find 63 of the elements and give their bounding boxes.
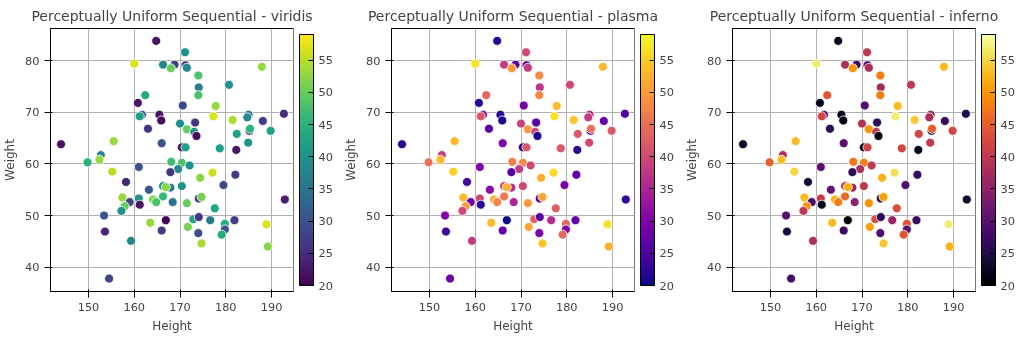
y-tick-label: 60 — [707, 156, 722, 171]
x-tick-label: 180 — [214, 299, 237, 314]
color-bar-label: 35 — [659, 181, 674, 196]
y-tick-label: 50 — [707, 208, 722, 223]
color-bar-label: 25 — [318, 246, 333, 261]
color-bar-label: 25 — [1000, 246, 1015, 261]
x-tick-label: 190 — [942, 299, 965, 314]
y-tick-label: 40 — [25, 260, 40, 275]
color-bar-label: 50 — [318, 85, 333, 100]
x-tick-label: 160 — [464, 299, 487, 314]
color-bar-label: 55 — [318, 53, 333, 68]
color-bar-label: 20 — [318, 278, 333, 293]
color-bar-label: 40 — [1000, 149, 1015, 164]
x-tick-label: 150 — [418, 299, 441, 314]
x-tick-label: 150 — [77, 299, 100, 314]
color-bar-label: 20 — [659, 278, 674, 293]
color-bar-label: 55 — [1000, 53, 1015, 68]
x-tick-label: 180 — [896, 299, 919, 314]
color-bar-label: 45 — [318, 117, 333, 132]
x-axis-title: Height — [152, 318, 193, 333]
x-axis-title: Height — [493, 318, 534, 333]
color-bar-label: 25 — [659, 246, 674, 261]
y-tick-label: 40 — [366, 260, 381, 275]
x-tick-label: 170 — [851, 299, 873, 314]
y-axis-title: Weight — [344, 138, 359, 181]
y-tick-label: 50 — [366, 208, 381, 223]
color-bar-label: 50 — [1000, 85, 1015, 100]
color-bar-label: 35 — [1000, 181, 1015, 196]
color-bar-label: 30 — [318, 214, 333, 229]
color-bar-label: 45 — [659, 117, 674, 132]
chart-title: Perceptually Uniform Sequential - inferno — [709, 7, 999, 24]
y-tick-label: 70 — [366, 105, 381, 120]
y-axis-title: Weight — [3, 138, 18, 181]
color-bar-label: 35 — [318, 181, 333, 196]
x-tick-label: 170 — [169, 299, 191, 314]
color-bar-label: 45 — [1000, 117, 1015, 132]
x-axis-title: Height — [834, 318, 875, 333]
x-tick-label: 160 — [123, 299, 146, 314]
color-bar-label: 50 — [659, 85, 674, 100]
y-tick-label: 60 — [366, 156, 381, 171]
y-tick-label: 70 — [25, 105, 40, 120]
color-bar-label: 40 — [659, 149, 674, 164]
chart-title: Perceptually Uniform Sequential - plasma — [367, 7, 659, 24]
x-tick-label: 150 — [759, 299, 782, 314]
color-bar-label: 30 — [659, 214, 674, 229]
x-tick-label: 170 — [510, 299, 532, 314]
color-bar-label: 55 — [659, 53, 674, 68]
y-tick-label: 60 — [25, 156, 40, 171]
y-tick-label: 40 — [707, 260, 722, 275]
color-bar-label: 30 — [1000, 214, 1015, 229]
color-bar-label: 20 — [1000, 278, 1015, 293]
color-bar-label: 40 — [318, 149, 333, 164]
x-tick-label: 180 — [555, 299, 578, 314]
x-tick-label: 160 — [805, 299, 828, 314]
x-tick-label: 190 — [601, 299, 624, 314]
y-tick-label: 80 — [707, 53, 722, 68]
y-tick-label: 50 — [25, 208, 40, 223]
y-tick-label: 70 — [707, 105, 722, 120]
x-tick-label: 190 — [260, 299, 283, 314]
y-tick-label: 80 — [25, 53, 40, 68]
chart-title: Perceptually Uniform Sequential - viridis — [31, 7, 313, 24]
y-axis-title: Weight — [685, 138, 700, 181]
y-tick-label: 80 — [366, 53, 381, 68]
